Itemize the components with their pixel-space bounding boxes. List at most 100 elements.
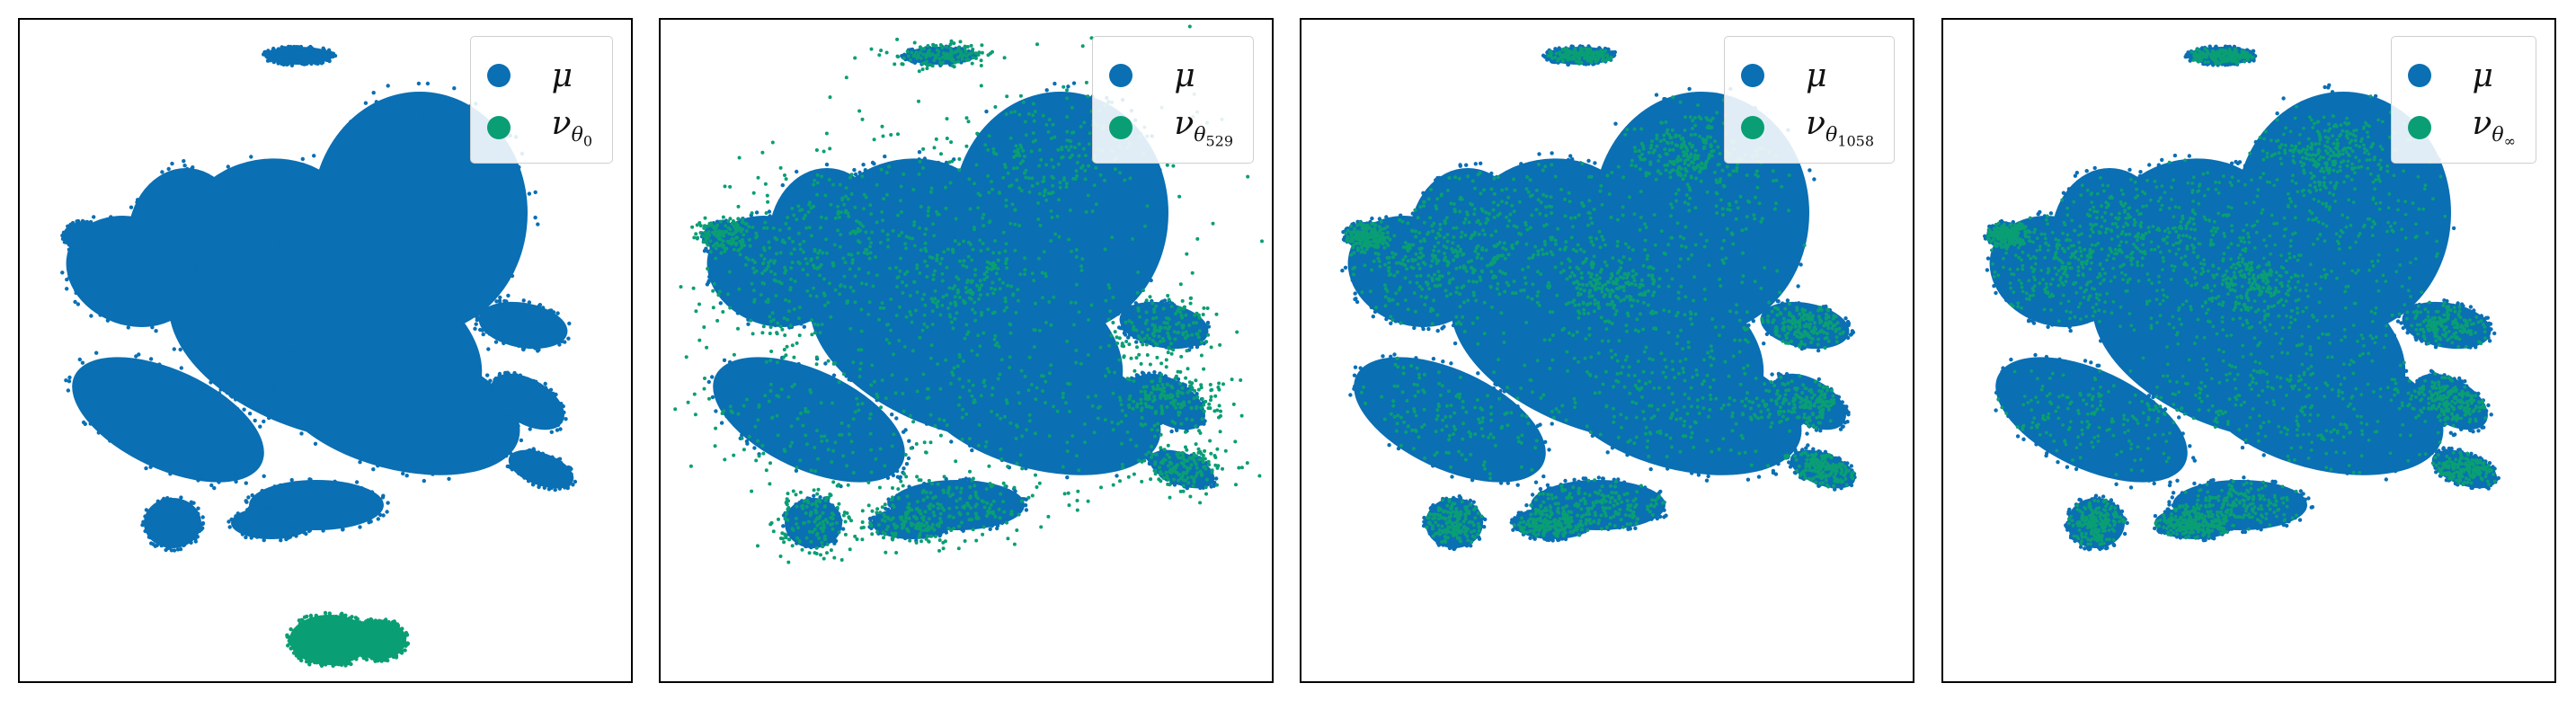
nu-point [1124, 340, 1129, 343]
nu-point [955, 485, 959, 490]
mu-point [934, 344, 938, 349]
mu-point [907, 484, 911, 489]
mu-point [68, 254, 73, 260]
mu-point [957, 478, 963, 483]
nu-point [724, 224, 728, 228]
nu-point [929, 534, 934, 538]
mu-point [446, 164, 450, 168]
mu-point [1533, 480, 1539, 484]
mu-point [1560, 537, 1565, 541]
nu-point [782, 540, 786, 545]
mu-point [866, 387, 871, 392]
nu-point [1127, 397, 1132, 402]
mu-point [707, 274, 712, 280]
mu-point [249, 155, 253, 159]
nu-point [974, 163, 979, 167]
mu-point [724, 414, 729, 419]
nu-point [918, 509, 922, 513]
nu-point [849, 173, 854, 177]
mu-point [1785, 298, 1790, 303]
nu-point [743, 221, 748, 226]
nu-point [756, 418, 760, 422]
mu-point [205, 184, 209, 189]
nu-point [990, 280, 995, 285]
nu-point [949, 528, 954, 532]
nu-point [1187, 456, 1192, 460]
nu-point [817, 536, 822, 540]
nu-point [945, 293, 949, 297]
nu-point [753, 261, 757, 264]
nu-point [777, 280, 781, 284]
nu-point [711, 244, 715, 248]
nu-point [973, 492, 978, 497]
nu-point [1115, 335, 1119, 340]
nu-point [996, 258, 1000, 262]
mu-point [422, 478, 426, 484]
mu-point [476, 372, 481, 377]
nu-point [1139, 389, 1143, 394]
mu-point [76, 302, 81, 306]
nu-point [820, 323, 824, 326]
nu-point [922, 528, 927, 533]
nu-point [1124, 320, 1128, 324]
nu-point [860, 117, 865, 121]
mu-point [477, 380, 482, 385]
nu-point [819, 226, 823, 230]
nu-point [964, 265, 969, 269]
mu-cluster [713, 357, 905, 483]
mu-point [315, 61, 320, 66]
mu-point [1123, 333, 1128, 337]
nu-point [1023, 120, 1027, 124]
nu-point [857, 109, 862, 113]
nu-point [1098, 345, 1103, 350]
nu-point [1018, 272, 1023, 277]
mu-point [151, 542, 155, 546]
nu-point [869, 524, 874, 528]
mu-point [253, 160, 259, 164]
nu-point [860, 537, 865, 542]
mu-point [321, 528, 325, 533]
nu-point [999, 457, 1004, 461]
nu-point [1159, 340, 1162, 344]
nu-point [1209, 451, 1213, 456]
nu-point [1184, 445, 1187, 449]
mu-point [449, 170, 453, 175]
nu-point [812, 263, 815, 268]
mu-point [217, 391, 222, 395]
nu-point [1177, 331, 1181, 334]
mu-point [999, 520, 1005, 526]
nu-point [796, 526, 801, 530]
nu-point [909, 413, 912, 418]
nu-point [777, 228, 782, 232]
nu-point [1021, 159, 1025, 164]
nu-point [1184, 430, 1187, 434]
nu-point [806, 410, 811, 414]
nu-point [837, 530, 841, 535]
nu-point [965, 332, 970, 336]
mu-point [1159, 299, 1165, 305]
nu-point [833, 440, 838, 445]
nu-point [1212, 454, 1217, 457]
nu-point [852, 229, 857, 234]
nu-point [823, 193, 828, 198]
nu-point [1037, 147, 1042, 152]
nu-point [791, 239, 795, 244]
nu-point [954, 303, 958, 307]
nu-point [990, 393, 994, 397]
mu-point [281, 230, 286, 235]
nu-point [297, 618, 302, 623]
mu-point [946, 278, 950, 283]
nu-point [1036, 217, 1041, 221]
nu-point [1004, 258, 1008, 262]
mu-point [407, 436, 412, 440]
mu-point [128, 225, 133, 229]
nu-point [902, 519, 906, 523]
nu-point [970, 394, 974, 398]
nu-point [1221, 382, 1225, 386]
mu-point [289, 63, 295, 67]
nu-point [742, 244, 747, 248]
nu-point [922, 322, 927, 326]
mu-point [201, 304, 206, 308]
nu-point [1092, 183, 1097, 188]
nu-point [1206, 406, 1211, 411]
